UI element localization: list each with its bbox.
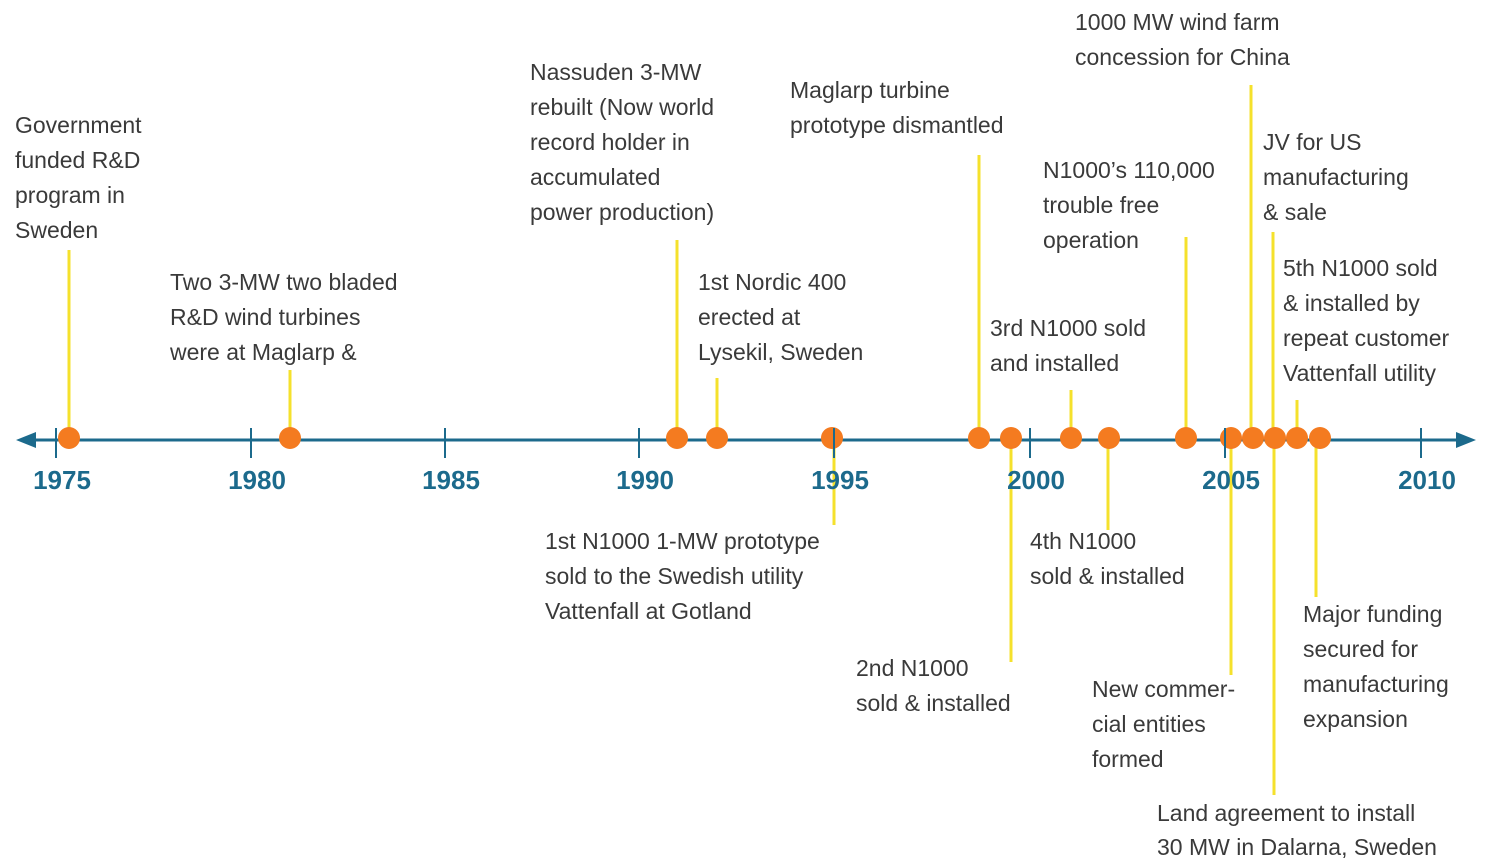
event-text: cial entities: [1092, 711, 1206, 737]
event-text: repeat customer: [1283, 325, 1450, 351]
event-dot: [58, 427, 80, 449]
event-text: were at Maglarp &: [169, 339, 357, 365]
event-dot: [968, 427, 990, 449]
year-label: 2005: [1202, 465, 1260, 495]
event-text: Government: [15, 112, 142, 138]
event-text: manufacturing: [1303, 671, 1449, 697]
axis-arrow-right: [1456, 432, 1476, 448]
event-label: 4th N1000 sold & installed: [1030, 528, 1185, 589]
event-dot: [1098, 427, 1120, 449]
event-label: Maglarp turbine prototype dismantled: [790, 77, 1004, 138]
event-text: N1000’s 110,000: [1043, 157, 1215, 183]
event-dot: [1175, 427, 1197, 449]
event-label: 2nd N1000 sold & installed: [856, 655, 1011, 716]
event-text: record holder in: [530, 129, 690, 155]
event-dot: [1264, 427, 1286, 449]
event-text: New commer-: [1092, 676, 1235, 702]
event-text: formed: [1092, 746, 1164, 772]
event-dot: [1000, 427, 1022, 449]
event-text: Land agreement to install: [1157, 800, 1415, 826]
event-text: erected at: [698, 304, 801, 330]
event-text: power production): [530, 199, 714, 225]
event-text: & installed by: [1283, 290, 1420, 316]
event-text: 4th N1000: [1030, 528, 1136, 554]
event-text: accumulated: [530, 164, 660, 190]
year-label: 1985: [422, 465, 480, 495]
event-text: sold & installed: [856, 690, 1011, 716]
event-text: 1000 MW wind farm: [1075, 9, 1280, 35]
year-label: 1980: [228, 465, 286, 495]
event-dot: [1220, 427, 1242, 449]
event-dot: [666, 427, 688, 449]
event-text: manufacturing: [1263, 164, 1409, 190]
event-label: Nassuden 3-MW rebuilt (Now world record ho…: [530, 59, 714, 225]
event-dot: [1309, 427, 1331, 449]
event-text: sold & installed: [1030, 563, 1185, 589]
event-text: Two 3-MW two bladed: [170, 269, 398, 295]
event-dot: [279, 427, 301, 449]
event-text: Maglarp turbine: [790, 77, 950, 103]
event-label: JV for US manufacturing & sale: [1263, 129, 1409, 225]
event-text: Major funding: [1303, 601, 1442, 627]
event-text: 1st N1000 1-MW prototype: [545, 528, 820, 554]
dots: [58, 427, 1331, 449]
year-label: 1995: [811, 465, 869, 495]
event-text: expansion: [1303, 706, 1408, 732]
event-text: secured for: [1303, 636, 1418, 662]
event-text: concession for China: [1075, 44, 1290, 70]
event-text: 2nd N1000: [856, 655, 969, 681]
axis-arrow-left: [16, 432, 36, 448]
event-text: funded R&D: [15, 147, 140, 173]
year-label: 2010: [1398, 465, 1456, 495]
event-dot: [1286, 427, 1308, 449]
event-text: operation: [1043, 227, 1139, 253]
event-label: Government funded R&D program in Sweden: [15, 112, 142, 243]
event-label: 1st Nordic 400 erected at Lysekil, Sweden: [698, 269, 863, 365]
event-text: 3rd N1000 sold: [990, 315, 1146, 341]
event-text: program in: [15, 182, 125, 208]
event-text: trouble free: [1043, 192, 1159, 218]
event-dot: [1242, 427, 1264, 449]
event-label: 1000 MW wind farm concession for China: [1075, 9, 1290, 70]
event-text: JV for US: [1263, 129, 1361, 155]
event-text: prototype dismantled: [790, 112, 1004, 138]
event-text: Sweden: [15, 217, 98, 243]
event-text: Lysekil, Sweden: [698, 339, 863, 365]
event-label: New commer-cial entities formed: [1092, 676, 1235, 772]
event-label: 1st N1000 1-MW prototype sold to the Swed…: [545, 528, 820, 624]
event-text: & sale: [1263, 199, 1327, 225]
event-dot: [706, 427, 728, 449]
event-dot: [1060, 427, 1082, 449]
event-label: Land agreement to install 30 MW in Dalarn…: [1157, 800, 1437, 860]
year-label: 2000: [1007, 465, 1065, 495]
year-label: 1975: [33, 465, 91, 495]
event-label: 3rd N1000 sold and installed: [990, 315, 1146, 376]
event-text: 30 MW in Dalarna, Sweden: [1157, 834, 1437, 860]
event-text: sold to the Swedish utility: [545, 563, 804, 589]
event-label: 5th N1000 sold & installed by repeat custo…: [1283, 255, 1450, 386]
event-label: Major funding secured for manufacturing exp…: [1303, 601, 1449, 732]
event-dot: [821, 427, 843, 449]
event-text: 1st Nordic 400: [698, 269, 846, 295]
event-label: Two 3-MW two bladed R&D wind turbines were…: [169, 269, 398, 365]
event-text: Nassuden 3-MW: [530, 59, 702, 85]
event-text: Vattenfall at Gotland: [545, 598, 752, 624]
event-text: rebuilt (Now world: [530, 94, 714, 120]
year-label: 1990: [616, 465, 674, 495]
event-text: R&D wind turbines: [170, 304, 360, 330]
event-label: N1000’s 110,000 trouble free operation: [1043, 157, 1215, 253]
event-text: Vattenfall utility: [1283, 360, 1436, 386]
event-text: and installed: [990, 350, 1119, 376]
event-text: 5th N1000 sold: [1283, 255, 1438, 281]
